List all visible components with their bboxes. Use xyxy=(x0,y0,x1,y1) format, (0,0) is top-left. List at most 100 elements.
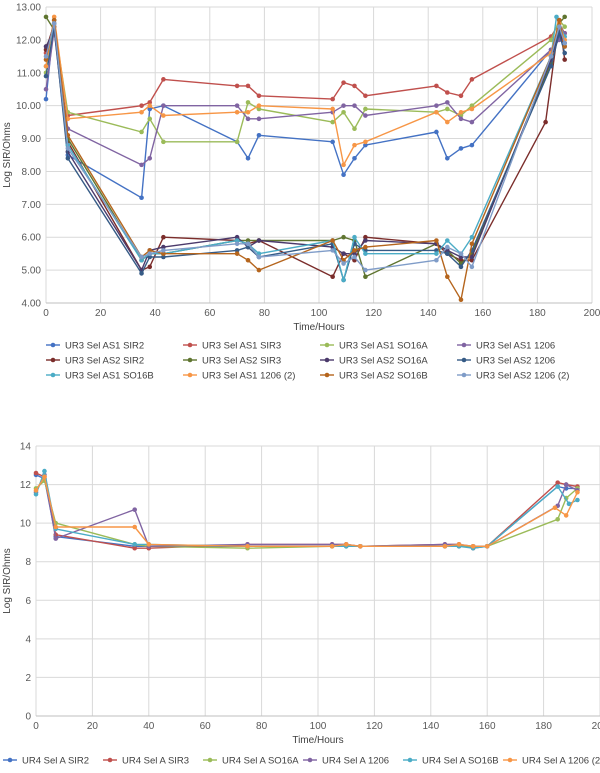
chart1-y-tick-label: 9.00 xyxy=(22,134,42,145)
chart1-data-point xyxy=(341,277,346,283)
chart2-legend-item: UR4 Sel A SIR2 xyxy=(3,756,89,767)
chart1-legend-marker xyxy=(324,357,330,363)
chart2-series-ur4-sel-a-so16b xyxy=(33,468,580,551)
chart1-data-point xyxy=(363,93,368,99)
chart1-data-point xyxy=(556,24,562,30)
chart1-data-point xyxy=(256,132,262,138)
chart1-data-point xyxy=(147,264,153,270)
chart1-data-point xyxy=(43,57,49,62)
chart2-x-tick-label: 60 xyxy=(200,721,212,732)
chart1-series-line xyxy=(45,19,566,301)
chart1-data-point xyxy=(147,251,153,256)
chart1-data-point xyxy=(341,261,346,266)
chart2-x-tick-label: 160 xyxy=(479,721,496,732)
chart1-data-point xyxy=(352,254,357,260)
chart1-data-point xyxy=(556,17,562,23)
chart2-data-point xyxy=(33,488,39,493)
chart1-data-point xyxy=(139,129,144,135)
chart1-data-point xyxy=(234,234,240,240)
chart1-data-point xyxy=(341,172,346,178)
chart2-x-tick-label: 0 xyxy=(33,721,39,732)
chart1-data-point xyxy=(147,103,153,108)
chart1-y-tick-label: 4.00 xyxy=(22,299,42,310)
chart1-data-point xyxy=(43,44,49,49)
chart1-data-point xyxy=(469,241,475,247)
chart1-data-point xyxy=(245,100,251,105)
chart1-legend-label: UR3 Sel AS1 1206 (2) xyxy=(202,371,295,382)
chart2-series-ur4-sel-a-1206-2 xyxy=(33,474,580,549)
chart2-data-point xyxy=(132,545,137,551)
chart2-x-tick-label: 20 xyxy=(87,721,99,732)
chart2-y-tick-label: 2 xyxy=(25,673,31,684)
chart1-data-point xyxy=(458,251,464,256)
chart1-x-tick-label: 0 xyxy=(43,308,49,319)
chart2-y-tick-label: 0 xyxy=(25,712,31,723)
chart1-legend-label: UR3 Sel AS1 SO16B xyxy=(65,371,154,382)
chart1-legend-marker xyxy=(50,342,56,348)
chart1-data-point xyxy=(256,254,262,260)
chart1-data-point xyxy=(256,238,262,243)
chart1-data-point xyxy=(256,93,262,99)
chart1-data-point xyxy=(352,251,357,256)
chart2-data-point xyxy=(343,542,349,547)
chart2-x-tick-label: 40 xyxy=(143,721,155,732)
chart1-data-point xyxy=(43,14,49,20)
chart1-data-point xyxy=(330,119,335,125)
chart1-y-tick-label: 6.00 xyxy=(22,233,42,244)
chart1-data-point xyxy=(363,274,368,279)
chart1-data-point xyxy=(363,238,368,243)
chart1-data-point xyxy=(256,267,262,273)
chart1-data-point xyxy=(245,238,251,243)
chart1-data-point xyxy=(445,119,450,125)
chart2-data-point xyxy=(555,480,560,485)
chart2-data-point xyxy=(329,543,335,549)
chart2-y-tick-label: 8 xyxy=(25,557,31,568)
chart1-data-point xyxy=(434,238,439,243)
chart1-data-point xyxy=(51,14,57,20)
chart1-y-tick-label: 8.00 xyxy=(22,167,42,178)
chart1-x-tick-label: 80 xyxy=(259,308,271,319)
chart1-data-point xyxy=(330,248,335,253)
chart1-data-point xyxy=(562,50,567,56)
chart1-data-point xyxy=(341,162,346,168)
chart1-data-point xyxy=(458,264,464,270)
chart1-data-point xyxy=(458,116,464,122)
chart1-data-point xyxy=(434,251,439,256)
chart1-data-point xyxy=(469,119,475,125)
chart1-data-point xyxy=(445,155,450,161)
chart1-data-point xyxy=(43,96,49,102)
chart1-data-point xyxy=(245,83,251,89)
chart2-data-point xyxy=(132,524,137,530)
chart1-data-point xyxy=(445,90,450,95)
chart1-legend-label: UR3 Sel AS1 SIR3 xyxy=(202,341,281,352)
chart2-legend-label: UR4 Sel A SIR2 xyxy=(22,756,89,767)
chart1-x-tick-label: 60 xyxy=(204,308,216,319)
chart1-data-point xyxy=(363,142,368,148)
chart1-legend-label: UR3 Sel AS1 1206 xyxy=(476,341,555,352)
chart2-y-tick-label: 14 xyxy=(20,442,32,453)
chart1-data-point xyxy=(43,63,49,69)
chart1-data-point xyxy=(458,297,464,303)
chart1-legend-item: UR3 Sel AS2 SO16A xyxy=(320,356,428,367)
chart1-data-point xyxy=(445,244,450,250)
chart-ur4-sir: 02468101214020406080100120140160180200Ti… xyxy=(2,442,600,767)
chart1-x-tick-label: 200 xyxy=(584,308,600,319)
chart1-data-point xyxy=(234,238,240,243)
chart1-legend-marker xyxy=(50,372,56,378)
chart1-data-point xyxy=(363,267,368,273)
chart1-data-point xyxy=(161,139,166,145)
chart2-legend-marker xyxy=(7,757,13,763)
chart2-data-point xyxy=(358,543,363,549)
chart2-legend-marker xyxy=(207,757,213,763)
chart1-data-point xyxy=(469,77,475,82)
chart1-data-point xyxy=(469,103,475,108)
chart1-series-line xyxy=(45,16,566,278)
chart1-x-tick-label: 160 xyxy=(474,308,491,319)
chart2-data-point xyxy=(484,543,490,549)
chart1-data-point xyxy=(139,103,144,108)
chart2-x-tick-label: 200 xyxy=(592,721,600,732)
chart2-legend-marker xyxy=(307,757,313,763)
chart1-data-point xyxy=(434,83,439,89)
chart1-data-point xyxy=(341,234,346,240)
chart2-data-point xyxy=(53,536,59,541)
